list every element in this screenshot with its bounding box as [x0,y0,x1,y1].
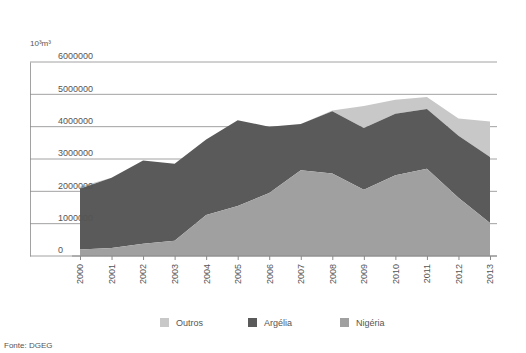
tick-label: 2001 [107,264,117,284]
tick-mark [427,256,428,260]
source: Fonte: DGEG [4,341,52,350]
legend-label: Nigéria [356,318,385,328]
legend-label: Outros [176,318,204,328]
legend-swatch [248,318,257,327]
tick-label: 3000000 [58,148,93,158]
tick-mark [206,256,207,260]
tick: 2001 [107,256,117,284]
y-axis: 0 1000000 2000000 3000000 4000000 5000000 6000… [30,51,93,256]
tick: 2003 [170,256,180,284]
tick-label: 2012 [454,264,464,284]
plot-area [80,97,490,256]
tick-label: 2000000 [58,181,93,191]
tick-mark [143,256,144,260]
area [80,169,490,256]
tick: 2006 [265,256,275,284]
grid-line [30,62,497,63]
x-axis: 2000 2001 2002 2003 2004 2005 2006 2007 2008 2009… [72,256,497,284]
tick: 1000000 [30,213,93,224]
tick: 2000000 [30,181,93,192]
legend-swatch [160,318,169,327]
tick-label: 2006 [265,264,275,284]
tick: 2012 [454,256,464,284]
tick-label: 2005 [233,264,243,284]
tick-mark [112,256,113,260]
tick: 3000000 [30,148,93,159]
tick: 6000000 [30,51,93,62]
legend: Outros Argélia Nigéria [160,318,385,328]
tick: 2004 [202,256,212,284]
tick-label: 2009 [359,264,369,284]
tick: 0 [30,245,63,256]
tick-label: 1000000 [58,213,93,223]
tick-mark [332,256,333,260]
tick-label: 2011 [422,264,432,283]
tick-mark [458,256,459,260]
tick-mark [395,256,396,260]
tick-label: 4000000 [58,116,93,126]
tick-label: 2004 [202,264,212,284]
tick-label: 2013 [485,264,495,284]
tick-mark [175,256,176,260]
tick: 2013 [485,256,495,284]
chart: 0 1000000 2000000 3000000 4000000 5000000 6000… [0,0,526,353]
tick: 2008 [328,256,338,284]
tick-mark [490,256,491,260]
tick: 4000000 [30,116,93,127]
tick-label: 2002 [138,264,148,284]
tick: 2009 [359,256,369,284]
tick: 2005 [233,256,243,284]
tick-mark [238,256,239,260]
legend-swatch [340,318,349,327]
tick-label: 2000 [75,264,85,284]
axis-line [30,63,31,257]
tick-mark [364,256,365,260]
legend-label: Argélia [264,318,292,328]
tick-label: 6000000 [58,51,93,61]
axis-title: 10³m³ [30,39,51,48]
tick-mark [301,256,302,260]
tick-mark [80,256,81,260]
tick: 2002 [138,256,148,284]
axis-line [72,256,497,257]
tick: 2011 [422,256,432,283]
grid-line [30,94,497,95]
tick-label: 2010 [391,264,401,284]
tick: 2000 [75,256,85,284]
tick-mark [269,256,270,260]
tick: 2007 [296,256,306,284]
tick-label: 5000000 [58,84,93,94]
tick: 2010 [391,256,401,284]
tick-label: 0 [58,245,63,255]
tick: 5000000 [30,84,93,95]
tick-label: 2008 [328,264,338,284]
grid [30,62,497,256]
tick-label: 2007 [296,264,306,284]
tick-label: 2003 [170,264,180,284]
